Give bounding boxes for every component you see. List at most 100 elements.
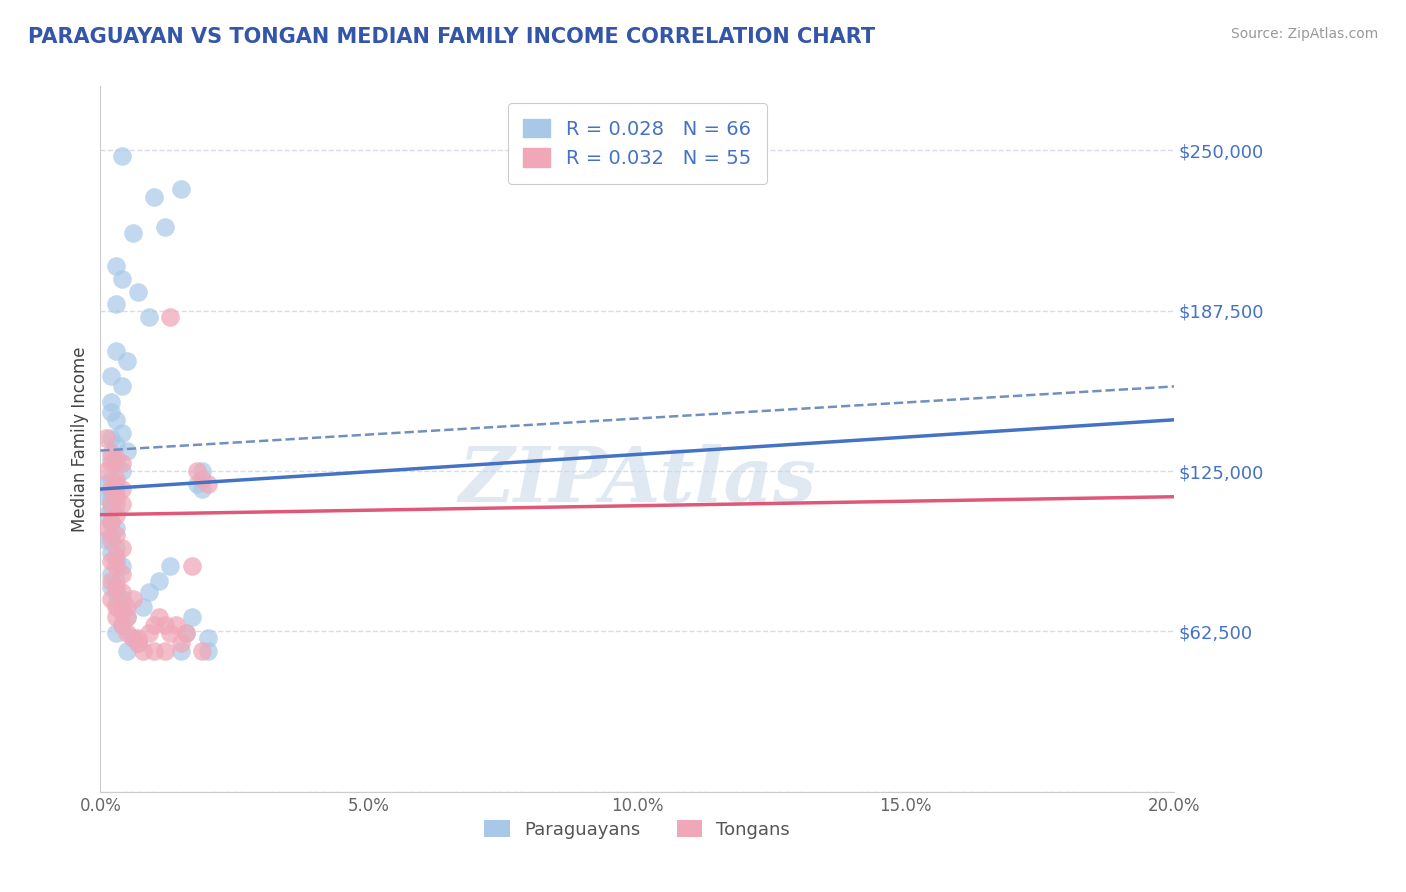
Point xyxy=(138,310,160,325)
Point xyxy=(170,182,193,196)
Point xyxy=(138,584,160,599)
Point xyxy=(121,631,143,645)
Point xyxy=(100,495,122,509)
Point xyxy=(100,580,122,594)
Point xyxy=(153,643,176,657)
Point xyxy=(186,464,208,478)
Point xyxy=(197,643,219,657)
Point xyxy=(100,574,122,589)
Point xyxy=(143,618,166,632)
Point xyxy=(105,438,128,452)
Point xyxy=(121,592,143,607)
Point xyxy=(115,610,138,624)
Point xyxy=(191,643,214,657)
Point xyxy=(174,625,197,640)
Point xyxy=(111,425,134,440)
Point xyxy=(127,285,149,299)
Point xyxy=(121,631,143,645)
Point xyxy=(105,451,128,466)
Text: PARAGUAYAN VS TONGAN MEDIAN FAMILY INCOME CORRELATION CHART: PARAGUAYAN VS TONGAN MEDIAN FAMILY INCOM… xyxy=(28,27,876,46)
Point xyxy=(127,636,149,650)
Point xyxy=(159,559,181,574)
Point xyxy=(111,148,134,162)
Point xyxy=(138,625,160,640)
Point xyxy=(105,549,128,563)
Point xyxy=(180,610,202,624)
Point xyxy=(153,220,176,235)
Point xyxy=(111,379,134,393)
Point xyxy=(170,636,193,650)
Point xyxy=(105,625,128,640)
Legend: R = 0.028   N = 66, R = 0.032   N = 55: R = 0.028 N = 66, R = 0.032 N = 55 xyxy=(508,103,766,184)
Point xyxy=(105,528,128,542)
Point xyxy=(100,431,122,445)
Point xyxy=(111,482,134,496)
Point xyxy=(105,482,128,496)
Point xyxy=(111,464,134,478)
Point xyxy=(115,600,138,615)
Point xyxy=(100,528,122,542)
Point xyxy=(186,477,208,491)
Point xyxy=(105,498,128,512)
Point xyxy=(100,546,122,560)
Point xyxy=(111,618,134,632)
Point xyxy=(132,600,155,615)
Point xyxy=(148,574,170,589)
Point xyxy=(159,310,181,325)
Point xyxy=(170,643,193,657)
Point xyxy=(105,477,128,491)
Point xyxy=(94,520,117,534)
Point xyxy=(100,472,122,486)
Point xyxy=(100,516,122,530)
Point xyxy=(111,584,134,599)
Point xyxy=(94,533,117,548)
Point xyxy=(100,482,122,496)
Point xyxy=(100,566,122,581)
Point xyxy=(111,592,134,607)
Point xyxy=(111,605,134,619)
Point xyxy=(111,618,134,632)
Point xyxy=(105,457,128,471)
Point xyxy=(174,625,197,640)
Text: Source: ZipAtlas.com: Source: ZipAtlas.com xyxy=(1230,27,1378,41)
Point xyxy=(191,482,214,496)
Point xyxy=(111,566,134,581)
Point xyxy=(165,618,187,632)
Point xyxy=(94,477,117,491)
Point xyxy=(197,477,219,491)
Point xyxy=(100,394,122,409)
Point xyxy=(180,559,202,574)
Point xyxy=(197,631,219,645)
Point xyxy=(100,498,122,512)
Point xyxy=(191,472,214,486)
Point xyxy=(94,508,117,522)
Point xyxy=(153,618,176,632)
Point xyxy=(159,625,181,640)
Point xyxy=(100,533,122,548)
Point xyxy=(132,643,155,657)
Point xyxy=(105,610,128,624)
Point xyxy=(105,259,128,273)
Point xyxy=(111,541,134,555)
Point xyxy=(100,369,122,384)
Y-axis label: Median Family Income: Median Family Income xyxy=(72,346,89,532)
Point xyxy=(105,472,128,486)
Point xyxy=(111,271,134,285)
Point xyxy=(115,643,138,657)
Point xyxy=(100,487,122,501)
Point xyxy=(115,443,138,458)
Point xyxy=(100,405,122,419)
Point xyxy=(105,541,128,555)
Point xyxy=(105,554,128,568)
Point xyxy=(143,189,166,203)
Point xyxy=(127,631,149,645)
Point xyxy=(94,464,117,478)
Text: ZIPAtlas: ZIPAtlas xyxy=(458,444,817,518)
Point xyxy=(115,610,138,624)
Point xyxy=(100,502,122,516)
Point xyxy=(100,451,122,466)
Point xyxy=(105,600,128,615)
Point xyxy=(105,574,128,589)
Point xyxy=(105,297,128,311)
Point xyxy=(143,643,166,657)
